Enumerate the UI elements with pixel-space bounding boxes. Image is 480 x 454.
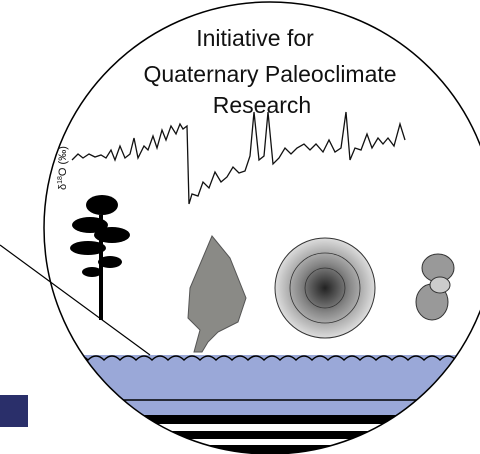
title-line: Initiative for: [196, 25, 314, 51]
pine-tree: [70, 195, 130, 320]
title-line: Quaternary Paleoclimate: [143, 61, 396, 87]
sediment-stripe: [44, 431, 480, 439]
isotope-curve: [71, 111, 406, 205]
wave-line: [44, 355, 480, 362]
disc-content: [44, 355, 480, 454]
tree-ring: [304, 267, 346, 309]
sediment-stripe: [44, 415, 480, 424]
arrowhead: [187, 235, 247, 353]
sediment-stripe: [44, 445, 480, 454]
corner-square: [0, 395, 28, 427]
tree-ring: [289, 252, 361, 324]
slope-line: [0, 244, 151, 356]
title-line: Research: [213, 92, 311, 118]
pollen-grain: [415, 253, 455, 321]
water: [44, 355, 480, 415]
axis-label: δ18O (‰): [57, 146, 69, 190]
disc-outline: [43, 1, 480, 454]
